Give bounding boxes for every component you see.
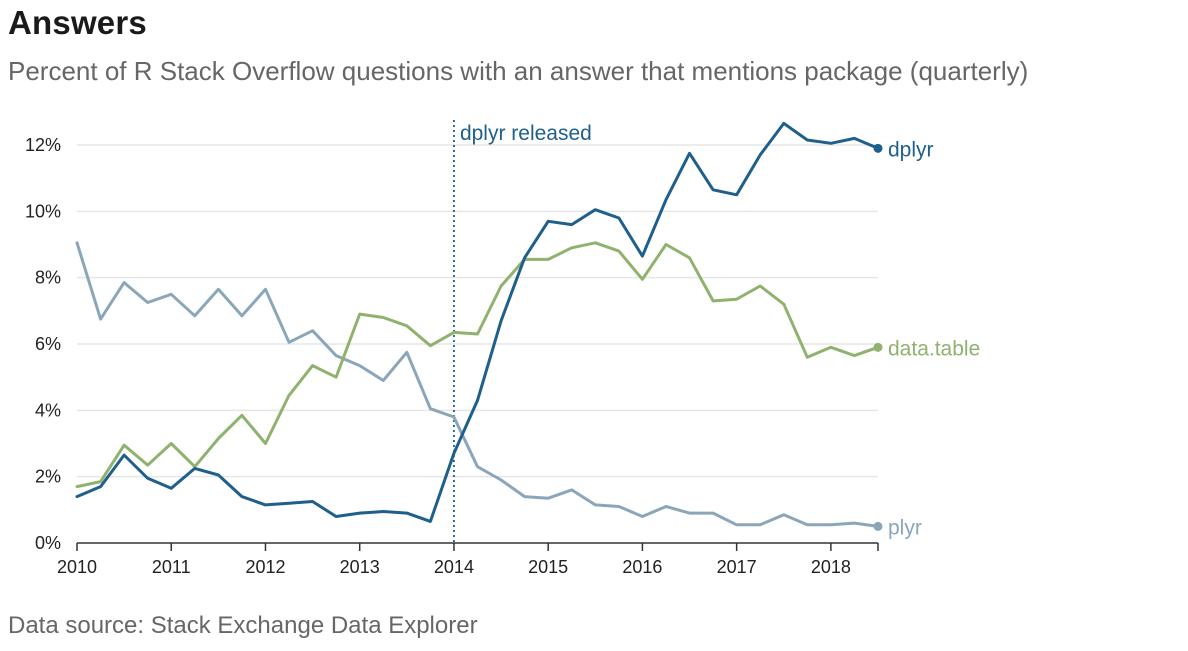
series-label-plyr: plyr (888, 516, 922, 539)
x-tick-label: 2018 (811, 557, 851, 577)
y-tick-label: 10% (25, 201, 61, 221)
x-tick-label: 2015 (528, 557, 568, 577)
x-tick-label: 2012 (245, 557, 285, 577)
y-tick-label: 4% (35, 400, 61, 420)
x-tick-label: 2014 (434, 557, 474, 577)
series-label-dplyr: dplyr (888, 138, 934, 161)
x-tick-label: 2017 (717, 557, 757, 577)
x-tick-label: 2016 (622, 557, 662, 577)
line-chart: 0% 2% 4% 6% 8% 10% 12% 2010 2011 2012 2013 2014 2015… (25, 120, 980, 577)
x-tick-label: 2013 (340, 557, 380, 577)
series-line-data.table (75, 241, 880, 489)
series-endpoint-dplyr (873, 143, 883, 153)
series-label-data.table: data.table (888, 337, 980, 360)
series-endpoint-data.table (873, 342, 883, 352)
series-endpoint-plyr (873, 521, 883, 531)
y-tick-label: 0% (35, 533, 61, 553)
series-line-plyr (75, 241, 880, 528)
y-tick-label: 8% (35, 268, 61, 288)
y-tick-label: 6% (35, 334, 61, 354)
data-source-note: Data source: Stack Exchange Data Explore… (8, 612, 478, 639)
chart-title: Answers (8, 4, 147, 41)
chart-subtitle: Percent of R Stack Overflow questions wi… (8, 56, 1029, 86)
y-tick-label: 2% (35, 467, 61, 487)
x-tick-label: 2010 (57, 557, 97, 577)
y-tick-label: 12% (25, 135, 61, 155)
annotation-label: dplyr released (460, 122, 592, 145)
x-tick-label: 2011 (152, 557, 191, 577)
series-line-dplyr (75, 121, 880, 523)
